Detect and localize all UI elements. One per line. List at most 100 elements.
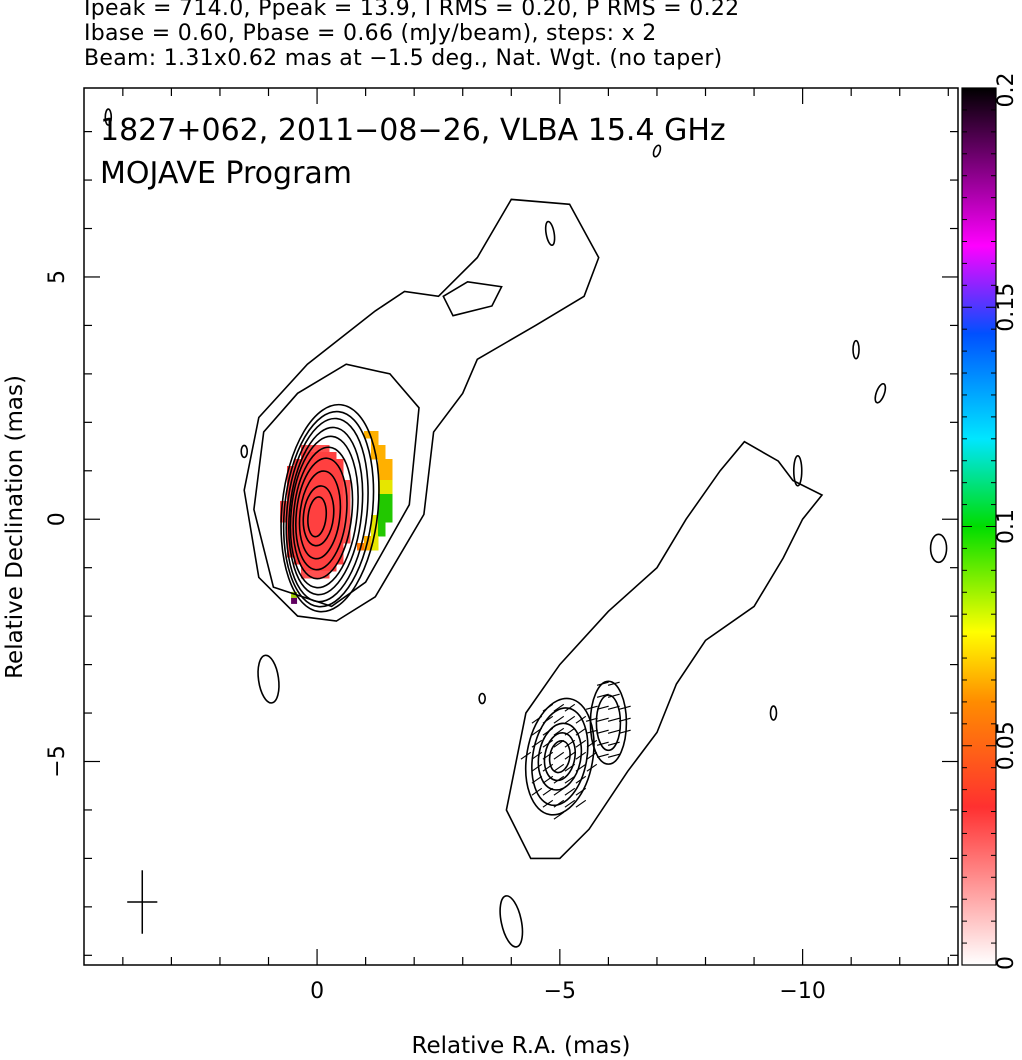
evpa-vector: [618, 729, 631, 734]
core-contour-level: [307, 496, 328, 538]
evpa-vector: [531, 715, 543, 724]
plot-frame: [83, 87, 959, 966]
polarization-pixel: [315, 557, 323, 565]
noise-contour: [240, 444, 249, 459]
polarization-pixel: [294, 550, 302, 558]
polarization-pixel: [329, 536, 337, 544]
plot-title-line-1: 1827+062, 2011−08−26, VLBA 15.4 GHz: [100, 113, 726, 148]
evpa-vector: [520, 751, 532, 760]
evpa-vector: [585, 717, 598, 722]
polarization-pixel: [322, 480, 330, 488]
polarization-pixel: [378, 452, 386, 460]
polarization-pixel: [322, 494, 330, 502]
evpa-vector: [564, 727, 576, 736]
polarization-pixel: [301, 543, 309, 551]
polarization-pixel: [336, 536, 344, 544]
polarization-pixel: [329, 564, 337, 572]
evpa-vector: [585, 729, 598, 734]
polarization-pixel: [378, 508, 386, 516]
polarization-pixel: [308, 550, 316, 558]
evpa-vector: [575, 775, 587, 784]
core-contour-level: [295, 457, 348, 571]
polarization-pixel: [291, 591, 298, 598]
core-contour-level: [298, 470, 342, 560]
polarization-pixel: [329, 543, 337, 551]
polarization-pixel: [287, 473, 295, 481]
x-axis-ticks: [122, 88, 949, 965]
colorbar-tick-label: 0: [994, 956, 1019, 970]
polarization-pixel: [336, 557, 344, 565]
polarization-pixel: [315, 536, 323, 544]
evpa-vector: [618, 717, 631, 722]
polarization-pixel: [329, 550, 337, 558]
polarization-pixel: [315, 459, 323, 467]
evpa-vector: [575, 799, 587, 808]
polarization-pixel: [315, 543, 323, 551]
polarization-pixel: [301, 550, 309, 558]
polarization-pixel: [308, 529, 316, 537]
polarization-pixel: [308, 452, 316, 460]
polarization-pixel: [301, 515, 309, 523]
polarization-pixel: [371, 452, 379, 460]
polarization-pixel: [336, 550, 344, 558]
evpa-vector: [575, 751, 587, 760]
evpa-vector: [564, 739, 576, 748]
feature-contour-level: [595, 694, 622, 752]
polarization-pixel: [371, 438, 379, 446]
evpa-vector: [553, 715, 565, 724]
polarization-pixel: [315, 445, 323, 453]
evpa-vector: [542, 775, 554, 784]
polarization-pixel: [308, 515, 316, 523]
polarization-pixel: [294, 459, 302, 467]
colorbar-tick-label: 0.2: [994, 73, 1019, 108]
polarization-pixel: [336, 473, 344, 481]
noise-contour: [874, 382, 887, 404]
evpa-vector: [596, 753, 609, 758]
polarization-pixel: [301, 445, 309, 453]
noise-contour: [929, 533, 948, 564]
polarization-pixel: [308, 536, 316, 544]
evpa-vector: [531, 763, 543, 772]
polarization-pixel: [322, 452, 330, 460]
polarization-pixel: [336, 487, 344, 495]
core-contour-level: [282, 410, 375, 608]
polarization-pixel: [315, 494, 323, 502]
polarization-pixel: [315, 466, 323, 474]
polarization-pixel: [378, 473, 386, 481]
polarization-pixel: [329, 480, 337, 488]
polarization-pixel: [315, 501, 323, 509]
evpa-vector: [575, 727, 587, 736]
polarization-pixel: [308, 494, 316, 502]
evpa-vector: [542, 739, 554, 748]
polarization-pixel: [322, 543, 330, 551]
evpa-vector: [575, 787, 587, 796]
polarization-pixel: [329, 529, 337, 537]
polarization-pixel: [308, 480, 316, 488]
polarization-pixel: [301, 480, 309, 488]
polarization-pixel: [280, 501, 288, 509]
polarization-pixel: [336, 522, 344, 530]
polarization-pixel: [294, 515, 302, 523]
feature-contour-level: [543, 732, 576, 782]
evpa-vector: [531, 751, 543, 760]
polarization-pixel: [315, 571, 323, 579]
polarization-pixel: [315, 529, 323, 537]
polarization-pixel: [378, 480, 386, 488]
noise-contour: [652, 144, 662, 158]
polarization-pixel: [322, 466, 330, 474]
polarization-pixel: [301, 536, 309, 544]
evpa-vector: [575, 715, 587, 724]
polarization-pixel: [378, 445, 386, 453]
polarization-pixel: [378, 522, 386, 530]
evpa-vector: [553, 811, 565, 820]
y-tick-label: −5: [45, 745, 70, 777]
polarization-pixel: [308, 557, 316, 565]
polarization-pixel: [385, 459, 393, 467]
polarization-pixel: [301, 522, 309, 530]
colorbar-tick-label: 0.05: [994, 721, 1019, 770]
evpa-vector: [542, 727, 554, 736]
polarization-pixel: [385, 515, 393, 523]
y-tick-label: 5: [45, 270, 70, 284]
polarization-pixel: [336, 529, 344, 537]
